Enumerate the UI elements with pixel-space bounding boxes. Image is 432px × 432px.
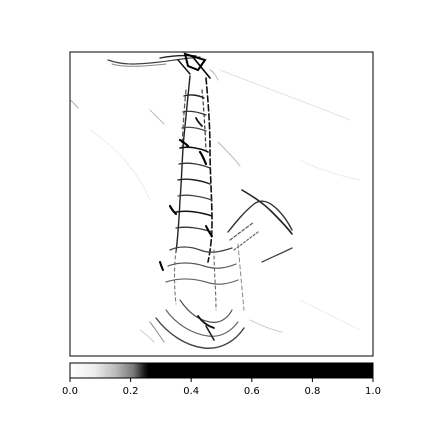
- saliency-stroke: [169, 246, 233, 253]
- saliency-stroke: [241, 189, 293, 235]
- colorbar: 0.0 0.2 0.4 0.6 0.8 1.0: [62, 362, 381, 397]
- saliency-stroke: [237, 243, 245, 311]
- colorbar-ticks: 0.0 0.2 0.4 0.6 0.8 1.0: [62, 378, 381, 397]
- saliency-stroke: [181, 126, 207, 132]
- saliency-stroke: [205, 77, 213, 263]
- saliency-stroke: [217, 141, 241, 167]
- saliency-stroke: [177, 178, 211, 185]
- saliency-stroke: [175, 75, 191, 253]
- saliency-stroke: [179, 299, 233, 323]
- saliency-stroke: [299, 299, 361, 331]
- saliency-stroke: [165, 309, 239, 337]
- saliency-stroke: [159, 261, 164, 271]
- heatmap-frame: [69, 51, 374, 357]
- saliency-stroke: [179, 146, 209, 153]
- saliency-strokes: [69, 52, 361, 349]
- saliency-stroke: [191, 55, 211, 79]
- heatmap-background: [70, 52, 373, 356]
- saliency-stroke: [149, 321, 165, 343]
- saliency-stroke: [139, 329, 155, 343]
- colorbar-tick-label: 0.2: [123, 386, 139, 397]
- saliency-stroke: [173, 249, 177, 305]
- saliency-stroke: [175, 210, 213, 217]
- heatmap-image: [69, 51, 374, 357]
- saliency-stroke: [209, 69, 219, 81]
- saliency-stroke: [149, 109, 165, 125]
- colorbar-tick-label: 0.4: [183, 386, 199, 397]
- colorbar-tick-label: 0.8: [304, 386, 320, 397]
- saliency-stroke: [233, 231, 259, 251]
- saliency-stroke: [178, 138, 190, 148]
- saliency-stroke: [205, 325, 215, 341]
- saliency-stroke: [111, 63, 167, 67]
- saliency-stroke: [107, 56, 201, 65]
- saliency-stroke: [249, 319, 283, 333]
- saliency-stroke: [197, 315, 215, 329]
- saliency-stroke: [201, 89, 207, 151]
- saliency-stroke: [299, 159, 361, 181]
- saliency-stroke: [177, 194, 213, 201]
- saliency-stroke: [155, 317, 245, 349]
- saliency-stroke: [178, 162, 211, 169]
- colorbar-tick-label: 0.0: [62, 386, 78, 397]
- colorbar-tick-label: 0.6: [244, 386, 260, 397]
- saliency-stroke: [177, 59, 191, 75]
- saliency-stroke: [182, 110, 207, 116]
- saliency-stroke: [195, 117, 203, 127]
- saliency-stroke: [229, 221, 255, 241]
- colorbar-tick-label: 1.0: [365, 386, 381, 397]
- saliency-stroke: [183, 52, 207, 72]
- saliency-stroke: [167, 262, 237, 269]
- saliency-stroke: [213, 249, 217, 311]
- colorbar-fill: [70, 363, 373, 378]
- saliency-stroke: [165, 278, 239, 285]
- saliency-stroke: [198, 150, 208, 166]
- saliency-stroke: [69, 99, 79, 109]
- saliency-stroke: [219, 69, 351, 121]
- colorbar-frame: [69, 362, 374, 379]
- saliency-stroke: [183, 94, 205, 99]
- saliency-stroke: [261, 247, 293, 263]
- saliency-stroke: [205, 225, 213, 237]
- saliency-stroke: [227, 200, 293, 233]
- saliency-stroke: [168, 204, 178, 216]
- saliency-stroke: [89, 129, 151, 201]
